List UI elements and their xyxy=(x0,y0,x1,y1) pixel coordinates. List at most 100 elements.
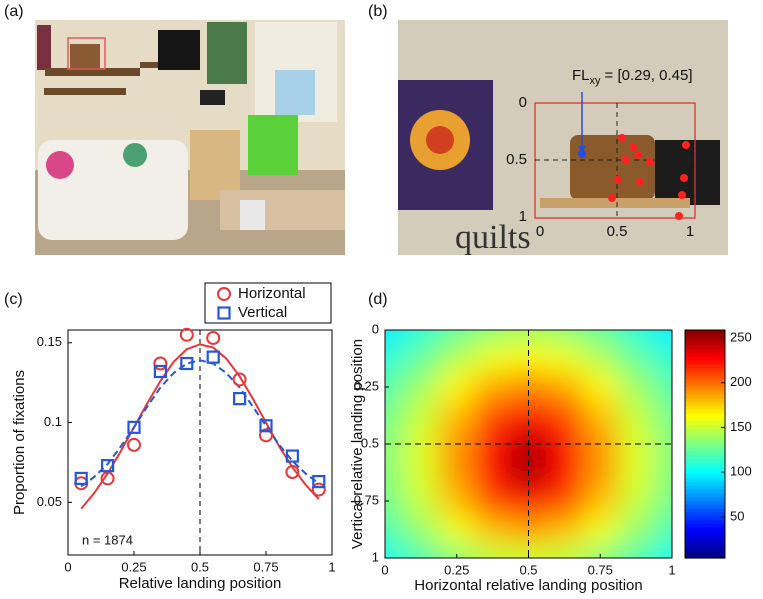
heat-cell xyxy=(546,458,584,488)
point xyxy=(153,364,167,379)
heat-cell xyxy=(654,458,672,488)
y-tick-label: 0.15 xyxy=(37,334,62,349)
y-tick-label: 0.5 xyxy=(361,435,379,450)
heat-cell xyxy=(582,372,620,403)
colorbar-step xyxy=(685,421,725,426)
panel-label: (c) xyxy=(4,291,23,308)
y-tick-label: 0.1 xyxy=(44,414,62,429)
heat-cell xyxy=(402,344,440,374)
point xyxy=(206,350,220,364)
heat-cell xyxy=(618,344,656,374)
heat-cell xyxy=(402,372,440,403)
colorbar-step xyxy=(685,474,725,479)
heat-cell xyxy=(546,401,584,431)
colorbar-step xyxy=(685,535,725,540)
colorbar-step xyxy=(685,463,725,468)
x-axis-label: Horizontal relative landing position xyxy=(414,577,642,594)
colorbar-tick-label: 150 xyxy=(730,419,752,434)
colorbar-step xyxy=(685,360,725,365)
heat-cell xyxy=(510,330,548,346)
heat-cell xyxy=(385,372,404,403)
heat-cell xyxy=(438,515,476,545)
y-tick-label: 0.05 xyxy=(37,494,62,509)
colorbar-tick-label: 100 xyxy=(730,464,752,479)
x-tick-label: 0.5 xyxy=(191,559,209,574)
point xyxy=(285,449,299,463)
colorbar-step xyxy=(685,501,725,506)
colorbar-step xyxy=(685,504,725,510)
heat-cell xyxy=(654,372,672,403)
annotation-main: FL xyxy=(572,67,590,84)
heatmap xyxy=(385,330,672,558)
colorbar-step xyxy=(685,554,725,559)
panel-label: (d) xyxy=(368,291,388,308)
colorbar-step xyxy=(685,542,725,548)
colorbar-step xyxy=(685,333,725,339)
heat-cell xyxy=(385,429,404,460)
point xyxy=(127,437,141,452)
colorbar-step xyxy=(685,455,725,460)
heat-cell xyxy=(654,515,672,545)
colorbar-step xyxy=(685,383,725,388)
colorbar-step xyxy=(685,466,725,472)
heat-cell xyxy=(385,515,404,545)
colorbar-step xyxy=(685,493,725,498)
point xyxy=(311,482,326,497)
heat-cell xyxy=(438,543,476,558)
colorbar-step xyxy=(685,394,725,399)
heat-cell xyxy=(402,543,440,558)
legend-marker xyxy=(217,287,231,301)
heat-cell xyxy=(438,344,476,374)
colorbar-step xyxy=(685,345,725,350)
y-axis-label: Vertical relative landing position xyxy=(349,339,366,549)
colorbar-step xyxy=(685,413,725,418)
heat-cell xyxy=(402,330,440,346)
heat-cell xyxy=(582,543,620,558)
point xyxy=(100,471,115,486)
decor: quilts xyxy=(455,219,531,256)
heat-cell xyxy=(654,344,672,374)
point xyxy=(206,330,221,345)
heat-cell xyxy=(474,330,512,346)
point xyxy=(179,327,194,342)
point xyxy=(285,465,300,480)
heat-cell xyxy=(438,372,476,403)
heat-cell xyxy=(654,543,672,558)
point xyxy=(259,428,273,443)
point xyxy=(312,474,326,489)
colorbar-tick-label: 250 xyxy=(730,329,752,344)
point xyxy=(74,471,88,486)
point xyxy=(100,459,115,473)
colorbar-step xyxy=(685,368,725,373)
tick-label: 1 xyxy=(686,223,694,240)
colorbar-step xyxy=(685,508,725,513)
tick-label: 0.5 xyxy=(506,151,527,168)
heat-cell xyxy=(546,330,584,346)
heat-cell xyxy=(402,401,440,431)
point xyxy=(259,419,273,433)
colorbar-step xyxy=(685,428,725,434)
heat-cell xyxy=(618,458,656,488)
colorbar-step xyxy=(685,485,725,491)
colorbar-step xyxy=(685,379,725,384)
colorbar-step xyxy=(685,497,725,502)
legend-label: Vertical xyxy=(238,304,287,321)
x-tick-label: 0.5 xyxy=(519,562,537,577)
heat-cell xyxy=(402,458,440,488)
heat-cell xyxy=(385,486,404,517)
heat-cell xyxy=(385,458,404,488)
colorbar-step xyxy=(685,337,725,342)
annotation-sub: xy xyxy=(590,75,602,87)
x-tick-label: 0 xyxy=(64,559,71,574)
colorbar-tick-label: 200 xyxy=(730,374,752,389)
colorbar-tick-label: 50 xyxy=(730,508,744,523)
heat-cell xyxy=(618,372,656,403)
colorbar-step xyxy=(685,527,725,532)
colorbar-step xyxy=(685,478,725,483)
x-tick-label: 0.25 xyxy=(444,562,469,577)
heat-cell xyxy=(546,515,584,545)
heat-cell xyxy=(474,486,512,517)
heat-cell xyxy=(654,330,672,346)
heat-cell xyxy=(474,372,512,403)
